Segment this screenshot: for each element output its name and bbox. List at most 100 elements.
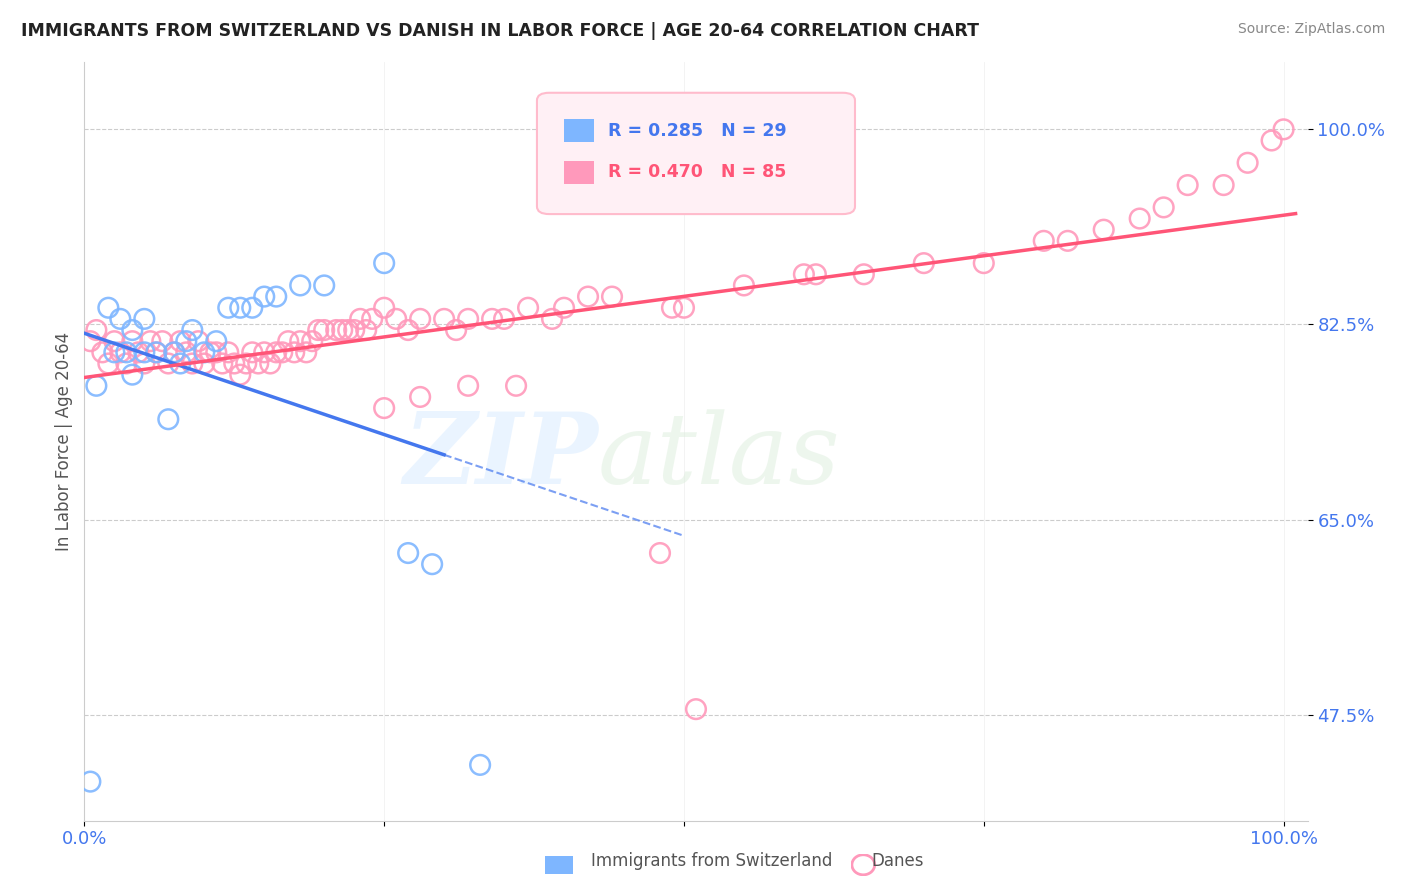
Point xyxy=(91,345,114,359)
Point xyxy=(264,345,287,359)
Point xyxy=(121,334,143,349)
Point xyxy=(253,345,276,359)
Point xyxy=(576,290,599,304)
Point xyxy=(373,401,395,416)
Point xyxy=(1260,134,1282,148)
Point xyxy=(86,323,108,337)
Point xyxy=(283,345,305,359)
Point xyxy=(217,345,239,359)
Point xyxy=(79,774,101,789)
Point xyxy=(121,368,143,382)
Y-axis label: In Labor Force | Age 20-64: In Labor Force | Age 20-64 xyxy=(55,332,73,551)
Point xyxy=(648,546,671,560)
Point xyxy=(343,323,366,337)
Point xyxy=(115,345,138,359)
Point xyxy=(174,334,197,349)
Text: atlas: atlas xyxy=(598,409,841,504)
Point xyxy=(517,301,540,315)
Point xyxy=(110,345,132,359)
Point xyxy=(224,356,246,371)
Point xyxy=(600,290,623,304)
Point xyxy=(290,278,312,293)
Point xyxy=(420,557,443,572)
Point xyxy=(134,312,156,326)
Point xyxy=(396,323,419,337)
Point xyxy=(973,256,995,270)
Point xyxy=(145,345,167,359)
Point xyxy=(457,378,479,392)
Point xyxy=(1212,178,1234,193)
Point xyxy=(852,268,875,282)
Point xyxy=(444,323,467,337)
Point xyxy=(139,334,162,349)
Text: ZIP: ZIP xyxy=(404,409,598,505)
Point xyxy=(295,345,318,359)
Point xyxy=(157,356,180,371)
Point xyxy=(145,345,167,359)
Point xyxy=(200,345,222,359)
Point xyxy=(121,323,143,337)
Point xyxy=(277,334,299,349)
Point xyxy=(217,301,239,315)
Point xyxy=(181,356,204,371)
Point xyxy=(264,290,287,304)
Point xyxy=(253,290,276,304)
Point xyxy=(409,390,432,404)
Point xyxy=(1177,178,1199,193)
Point xyxy=(187,334,209,349)
Point xyxy=(115,356,138,371)
Point xyxy=(373,301,395,315)
Point xyxy=(193,345,215,359)
Point xyxy=(150,334,173,349)
Point xyxy=(553,301,575,315)
Point xyxy=(86,378,108,392)
Point xyxy=(240,345,263,359)
Point xyxy=(505,378,527,392)
Point xyxy=(337,323,360,337)
Point xyxy=(457,312,479,326)
Text: R = 0.285   N = 29: R = 0.285 N = 29 xyxy=(607,121,786,140)
Point xyxy=(174,345,197,359)
FancyBboxPatch shape xyxy=(564,161,595,184)
Point xyxy=(247,356,270,371)
Point xyxy=(494,312,516,326)
Point xyxy=(157,412,180,426)
Point xyxy=(373,256,395,270)
Point xyxy=(235,356,257,371)
Point xyxy=(409,312,432,326)
Point xyxy=(1272,122,1295,136)
Point xyxy=(912,256,935,270)
Point xyxy=(1056,234,1078,248)
Point xyxy=(433,312,456,326)
Point xyxy=(205,345,228,359)
FancyBboxPatch shape xyxy=(564,120,595,142)
Point xyxy=(307,323,329,337)
Point xyxy=(97,301,120,315)
Point xyxy=(468,758,491,772)
Point xyxy=(290,334,312,349)
Point xyxy=(134,356,156,371)
Point xyxy=(169,356,191,371)
FancyBboxPatch shape xyxy=(537,93,855,214)
Point xyxy=(661,301,683,315)
Point xyxy=(672,301,695,315)
Point xyxy=(211,356,233,371)
Point xyxy=(733,278,755,293)
Point xyxy=(361,312,384,326)
Point xyxy=(349,312,371,326)
Point xyxy=(354,323,377,337)
Point xyxy=(240,301,263,315)
Point xyxy=(385,312,408,326)
Text: Danes: Danes xyxy=(872,852,924,870)
Point xyxy=(103,334,125,349)
Point xyxy=(79,334,101,349)
Point xyxy=(181,323,204,337)
Point xyxy=(804,268,827,282)
Point xyxy=(314,323,336,337)
Point xyxy=(193,356,215,371)
Point xyxy=(1129,211,1152,226)
Point xyxy=(127,345,149,359)
Text: IMMIGRANTS FROM SWITZERLAND VS DANISH IN LABOR FORCE | AGE 20-64 CORRELATION CHA: IMMIGRANTS FROM SWITZERLAND VS DANISH IN… xyxy=(21,22,979,40)
Point xyxy=(169,334,191,349)
Point xyxy=(314,278,336,293)
